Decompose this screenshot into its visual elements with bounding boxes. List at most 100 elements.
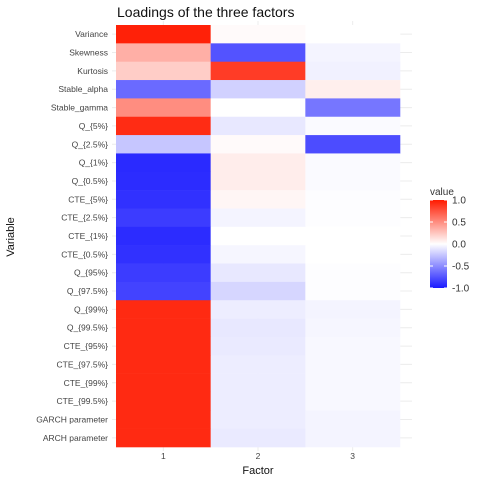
- heatmap-cell: [305, 80, 401, 99]
- x-tick-label: 2: [256, 451, 261, 461]
- legend-colorbar: [430, 200, 447, 288]
- y-tick-label: Q_{2.5%}: [72, 139, 109, 149]
- heatmap-cell: [305, 190, 401, 209]
- heatmap-cell: [210, 373, 306, 393]
- y-tick-label: GARCH parameter: [36, 414, 108, 424]
- heatmap-cell: [305, 410, 401, 429]
- heatmap-cell: [210, 171, 306, 191]
- heatmap-cell: [116, 116, 211, 136]
- y-tick-label: CTE_{99%}: [64, 378, 109, 388]
- chart-title: Loadings of the three factors: [117, 4, 294, 20]
- heatmap-cell: [305, 428, 401, 448]
- heatmap-cell: [210, 318, 306, 338]
- heatmap-cell: [116, 245, 211, 264]
- heatmap-cell: [210, 391, 306, 411]
- heatmap-cells: [116, 25, 401, 448]
- y-tick-label: CTE_{99.5%}: [56, 396, 108, 406]
- heatmap-cell: [305, 391, 401, 411]
- heatmap-cell: [116, 135, 211, 154]
- y-tick-label: Skewness: [69, 48, 108, 58]
- y-tick-label: Stable_alpha: [58, 84, 108, 94]
- heatmap-cell: [210, 410, 306, 429]
- heatmap-cell: [305, 153, 401, 173]
- legend-title: value: [430, 187, 454, 198]
- y-tick-label: CTE_{95%}: [64, 341, 109, 351]
- heatmap-cell: [210, 98, 306, 118]
- heatmap-cell: [116, 373, 211, 393]
- heatmap-cell: [305, 318, 401, 338]
- heatmap-cell: [210, 263, 306, 283]
- heatmap-cell: [116, 61, 211, 81]
- heatmap-cell: [210, 135, 306, 154]
- heatmap-cell: [116, 281, 211, 301]
- legend-tick-label: -1.0: [452, 284, 470, 295]
- y-tick-label: CTE_{97.5%}: [56, 359, 108, 369]
- y-tick-label: CTE_{5%}: [68, 194, 108, 204]
- heatmap-cell: [116, 98, 211, 118]
- x-axis-title: Factor: [242, 465, 274, 477]
- heatmap-cell: [116, 300, 211, 319]
- heatmap-cell: [305, 355, 401, 374]
- heatmap-cell: [210, 355, 306, 374]
- heatmap-cell: [210, 226, 306, 246]
- heatmap-cell: [116, 263, 211, 283]
- heatmap-cell: [116, 336, 211, 356]
- heatmap-cell: [210, 80, 306, 99]
- legend-ticks: 1.0 0.5 0.0 -0.5 -1.0: [430, 196, 470, 295]
- y-tick-label: Q_{0.5%}: [72, 176, 109, 186]
- y-tick-label: Q_{5%}: [79, 121, 108, 131]
- legend-tick-label: -0.5: [452, 262, 470, 273]
- y-tick-label: Stable_gamma: [51, 103, 108, 113]
- y-tick-label: Variance: [75, 29, 108, 39]
- heatmap-cell: [116, 190, 211, 209]
- y-tick-labels: Variance Skewness Kurtosis Stable_alpha Stab…: [36, 29, 108, 443]
- heatmap-cell: [210, 43, 306, 62]
- heatmap-cell: [305, 263, 401, 283]
- heatmap-cell: [305, 373, 401, 393]
- x-tick-labels: 1 2 3: [161, 451, 355, 461]
- y-tick-label: Q_{1%}: [79, 158, 108, 168]
- y-tick-label: ARCH parameter: [43, 433, 108, 443]
- heatmap-cell: [116, 318, 211, 338]
- heatmap-cell: [210, 208, 306, 228]
- heatmap-cell: [210, 61, 306, 81]
- heatmap-cell: [305, 116, 401, 136]
- heatmap-cell: [116, 80, 211, 99]
- color-legend: value 1.0 0.5 0.0 -0.5 -1.0: [430, 187, 470, 295]
- heatmap-cell: [210, 336, 306, 356]
- y-tick-label: CTE_{1%}: [68, 231, 108, 241]
- heatmap-cell: [305, 226, 401, 246]
- heatmap-cell: [116, 153, 211, 173]
- heatmap-cell: [305, 300, 401, 319]
- y-tick-label: CTE_{2.5%}: [61, 213, 108, 223]
- heatmap-cell: [305, 61, 401, 81]
- heatmap-cell: [116, 43, 211, 62]
- y-tick-label: Q_{99.5%}: [67, 323, 108, 333]
- heatmap-cell: [116, 226, 211, 246]
- heatmap-cell: [116, 208, 211, 228]
- y-tick-label: CTE_{0.5%}: [61, 249, 108, 259]
- heatmap-cell: [116, 355, 211, 374]
- heatmap-cell: [210, 428, 306, 448]
- legend-tick-label: 0.5: [452, 218, 466, 229]
- x-tick-label: 3: [350, 451, 355, 461]
- y-axis-title: Variable: [5, 217, 17, 257]
- heatmap-cell: [305, 281, 401, 301]
- heatmap-cell: [210, 190, 306, 209]
- y-tick-label: Q_{99%}: [74, 304, 108, 314]
- heatmap-cell: [305, 98, 401, 118]
- heatmap-cell: [116, 428, 211, 448]
- heatmap-cell: [305, 25, 401, 44]
- heatmap-cell: [305, 208, 401, 228]
- heatmap-cell: [210, 25, 306, 44]
- heatmap-cell: [116, 391, 211, 411]
- heatmap-cell: [210, 281, 306, 301]
- heatmap-cell: [116, 171, 211, 191]
- heatmap-cell: [305, 43, 401, 62]
- heatmap-cell: [210, 116, 306, 136]
- heatmap-cell: [305, 135, 401, 154]
- y-tick-label: Q_{95%}: [74, 268, 108, 278]
- heatmap-cell: [210, 153, 306, 173]
- legend-tick-label: 1.0: [452, 196, 466, 207]
